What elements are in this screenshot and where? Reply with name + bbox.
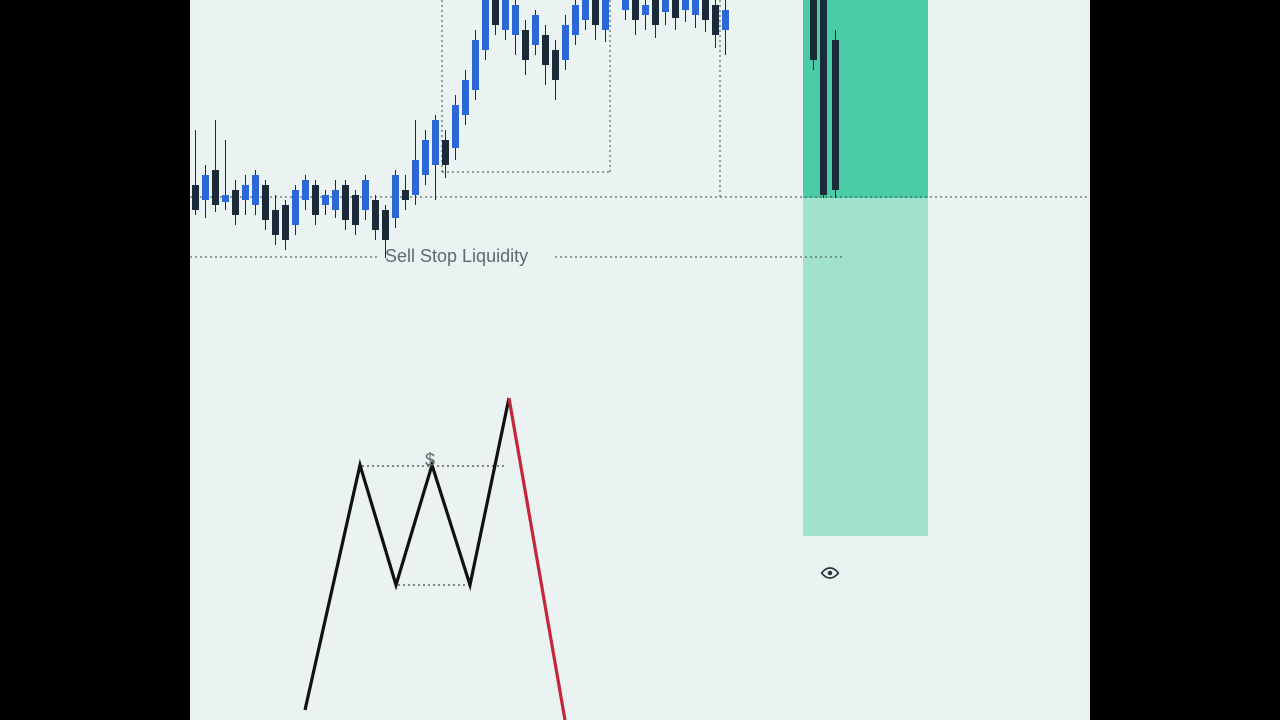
candle-body xyxy=(202,175,209,200)
candle-body xyxy=(462,80,469,115)
candle-body xyxy=(392,175,399,218)
candle-body xyxy=(372,200,379,230)
candle-body xyxy=(702,0,709,20)
candle-body xyxy=(282,205,289,240)
candle-body xyxy=(312,185,319,215)
candle-body xyxy=(632,0,639,20)
visibility-eye-icon[interactable] xyxy=(820,566,840,580)
candle-body xyxy=(332,190,339,210)
candle-body xyxy=(262,185,269,220)
candle-body xyxy=(682,0,689,10)
candle-body xyxy=(572,5,579,35)
candle-body xyxy=(362,180,369,210)
candle-body xyxy=(492,0,499,25)
candle-body xyxy=(422,140,429,175)
candle-body xyxy=(502,0,509,30)
diagram-black-path xyxy=(305,398,509,710)
candle-body xyxy=(222,195,229,202)
dollar-label: $ xyxy=(425,450,435,471)
candle-body xyxy=(242,185,249,200)
candle-body xyxy=(832,40,839,190)
candle-body xyxy=(252,175,259,205)
candle-body xyxy=(212,170,219,205)
candle-body xyxy=(552,50,559,80)
candle-body xyxy=(662,0,669,12)
candle-body xyxy=(432,120,439,165)
candle-body xyxy=(602,0,609,30)
candle-body xyxy=(810,0,817,60)
candle-body xyxy=(472,40,479,90)
candle-body xyxy=(232,190,239,215)
candle-body xyxy=(692,0,699,15)
candle-body xyxy=(582,0,589,20)
candle-body xyxy=(512,5,519,35)
candle-body xyxy=(412,160,419,195)
candle-body xyxy=(562,25,569,60)
candle-body xyxy=(672,0,679,18)
candle-body xyxy=(442,140,449,165)
candle-body xyxy=(820,0,827,195)
candle-body xyxy=(592,0,599,25)
candle-body xyxy=(712,5,719,35)
candle-body xyxy=(292,190,299,225)
candle-body xyxy=(542,35,549,65)
candle-body xyxy=(322,195,329,205)
candle-body xyxy=(482,0,489,50)
candle-body xyxy=(452,105,459,148)
overlay-svg xyxy=(0,0,1280,720)
diagram-red-path xyxy=(509,398,565,720)
candle-body xyxy=(302,180,309,200)
candle-body xyxy=(352,195,359,225)
candle-body xyxy=(192,185,199,210)
candle-body xyxy=(522,30,529,60)
candle-body xyxy=(272,210,279,235)
sell-stop-liquidity-label: Sell Stop Liquidity xyxy=(385,246,528,267)
candle-body xyxy=(402,190,409,200)
candle-body xyxy=(642,5,649,15)
candle-body xyxy=(382,210,389,240)
candle-body xyxy=(722,10,729,30)
candle-body xyxy=(622,0,629,10)
candle-body xyxy=(652,0,659,25)
candle-body xyxy=(532,15,539,45)
candle-body xyxy=(342,185,349,220)
